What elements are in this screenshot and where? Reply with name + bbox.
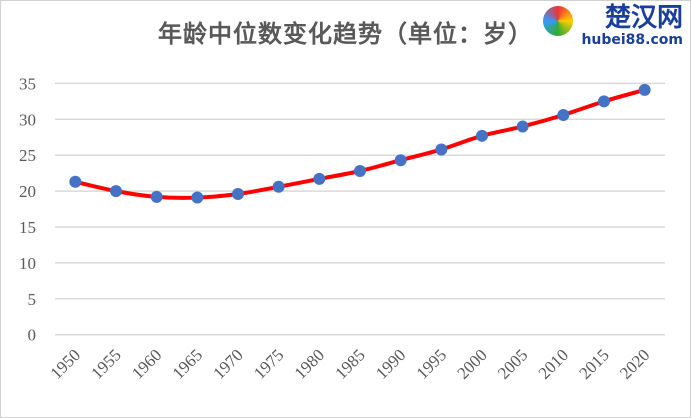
- logo-icon: [543, 6, 574, 36]
- data-point: [476, 129, 488, 142]
- data-point: [150, 190, 163, 203]
- x-tick-label: 1965: [169, 345, 206, 382]
- data-point: [598, 95, 610, 108]
- x-tick-label: 2000: [453, 345, 490, 382]
- chart-title: 年龄中位数变化趋势（单位：岁）: [158, 19, 533, 48]
- y-tick-label: 10: [19, 254, 36, 273]
- data-point: [638, 83, 651, 96]
- data-point: [110, 185, 122, 198]
- y-tick-label: 15: [19, 218, 36, 237]
- y-tick-label: 20: [19, 182, 36, 201]
- x-tick-label: 1970: [209, 345, 246, 382]
- data-point: [313, 172, 326, 185]
- x-tick-label: 1980: [291, 345, 328, 382]
- y-tick-label: 35: [19, 74, 36, 93]
- y-tick-label: 25: [19, 146, 36, 165]
- y-tick-label: 30: [19, 110, 36, 129]
- watermark-logo: 楚汉网 hubei88.com: [543, 3, 683, 48]
- data-point: [557, 108, 570, 121]
- x-tick-label: 1955: [87, 345, 124, 382]
- data-point: [516, 120, 529, 133]
- x-tick-label: 2005: [494, 345, 531, 382]
- x-tick-label: 1960: [128, 345, 165, 382]
- data-point: [272, 180, 285, 193]
- watermark-en: hubei88.com: [581, 32, 683, 48]
- y-tick-label: 5: [28, 290, 37, 309]
- data-point: [435, 143, 448, 156]
- data-point: [69, 175, 82, 188]
- data-point: [232, 187, 244, 200]
- x-tick-label: 1995: [413, 345, 450, 382]
- x-tick-label: 2020: [616, 345, 653, 382]
- series-line: [74, 87, 646, 200]
- x-tick-label: 2015: [575, 345, 612, 382]
- data-point: [354, 164, 366, 177]
- data-point: [191, 191, 204, 204]
- x-tick-label: 1950: [47, 345, 84, 382]
- x-tick-label: 2010: [535, 345, 572, 382]
- data-point: [394, 154, 407, 167]
- x-tick-label: 1985: [331, 345, 368, 382]
- x-tick-label: 1990: [372, 345, 409, 382]
- watermark-cn: 楚汉网: [604, 3, 683, 33]
- y-tick-label: 0: [28, 326, 37, 345]
- x-tick-label: 1975: [250, 345, 287, 382]
